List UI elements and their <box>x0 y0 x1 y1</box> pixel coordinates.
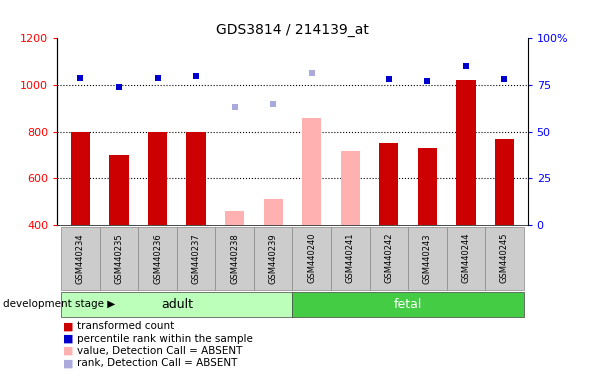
Text: value, Detection Call = ABSENT: value, Detection Call = ABSENT <box>77 346 242 356</box>
Bar <box>225 211 244 225</box>
Bar <box>341 151 360 225</box>
Bar <box>109 155 128 225</box>
Bar <box>292 227 331 290</box>
Text: GSM440235: GSM440235 <box>115 233 124 283</box>
Text: GSM440236: GSM440236 <box>153 233 162 284</box>
Bar <box>292 292 524 317</box>
Text: GSM440243: GSM440243 <box>423 233 432 283</box>
Bar <box>186 131 206 225</box>
Text: ■: ■ <box>63 334 74 344</box>
Bar <box>177 227 215 290</box>
Bar <box>495 139 514 225</box>
Bar <box>254 227 292 290</box>
Text: GSM440240: GSM440240 <box>308 233 316 283</box>
Text: GSM440242: GSM440242 <box>384 233 393 283</box>
Bar <box>215 227 254 290</box>
Bar <box>408 227 447 290</box>
Bar <box>148 131 167 225</box>
Bar <box>447 227 485 290</box>
Text: transformed count: transformed count <box>77 321 174 331</box>
Text: ■: ■ <box>63 346 74 356</box>
Text: development stage ▶: development stage ▶ <box>3 299 115 310</box>
Bar <box>61 292 292 317</box>
Bar <box>418 148 437 225</box>
Text: adult: adult <box>161 298 193 311</box>
Text: fetal: fetal <box>394 298 422 311</box>
Text: GSM440245: GSM440245 <box>500 233 509 283</box>
Bar <box>456 80 476 225</box>
Bar <box>302 118 321 225</box>
Bar <box>485 227 524 290</box>
Text: GSM440234: GSM440234 <box>76 233 85 283</box>
Bar <box>264 199 283 225</box>
Text: rank, Detection Call = ABSENT: rank, Detection Call = ABSENT <box>77 358 237 368</box>
Text: ■: ■ <box>63 358 74 368</box>
Text: ■: ■ <box>63 321 74 331</box>
Title: GDS3814 / 214139_at: GDS3814 / 214139_at <box>216 23 369 37</box>
Bar <box>138 227 177 290</box>
Bar <box>99 227 138 290</box>
Bar <box>71 131 90 225</box>
Text: GSM440238: GSM440238 <box>230 233 239 284</box>
Text: GSM440239: GSM440239 <box>269 233 277 283</box>
Bar <box>61 227 99 290</box>
Text: percentile rank within the sample: percentile rank within the sample <box>77 334 253 344</box>
Bar <box>331 227 370 290</box>
Text: GSM440244: GSM440244 <box>461 233 470 283</box>
Bar <box>379 143 399 225</box>
Bar <box>370 227 408 290</box>
Text: GSM440241: GSM440241 <box>346 233 355 283</box>
Text: GSM440237: GSM440237 <box>192 233 201 284</box>
